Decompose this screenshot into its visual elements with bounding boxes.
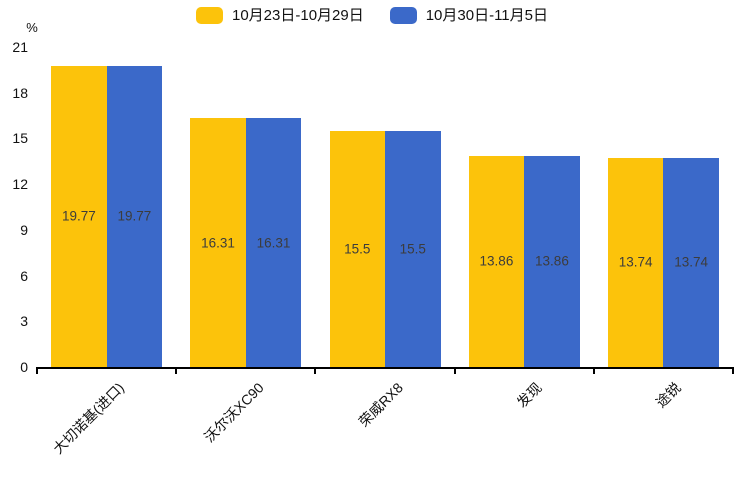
bar-value-label: 15.5 <box>344 241 371 257</box>
y-tick-label-21: 21 <box>12 39 28 55</box>
x-axis-tick <box>453 367 456 374</box>
x-category-label: 荣威RX8 <box>355 379 406 430</box>
bar-value-label: 13.86 <box>479 253 514 269</box>
bar-series2-沃尔沃XC90 <box>245 118 302 367</box>
bar-series1-沃尔沃XC90 <box>190 118 246 367</box>
x-axis-tick <box>592 367 595 374</box>
x-category-label: 发现 <box>513 379 545 411</box>
x-axis-tick <box>314 367 317 374</box>
bar-series2-途锐 <box>663 157 719 367</box>
y-tick-label-0: 0 <box>20 359 28 375</box>
x-axis-line <box>37 367 733 369</box>
bar-value-label: 13.86 <box>535 253 569 269</box>
bar-value-label: 19.77 <box>117 208 152 224</box>
bar-series2-大切诺基(进口) <box>106 65 163 367</box>
legend-swatch-week2 <box>389 7 417 24</box>
bar-series1-途锐 <box>607 157 664 367</box>
bar-series2-发现 <box>524 155 580 367</box>
x-axis-tick <box>36 367 38 374</box>
x-category-label: 沃尔沃XC90 <box>200 379 267 446</box>
legend: 10月23日-10月29日 10月30日-11月5日 <box>0 7 744 24</box>
y-tick-label-9: 9 <box>20 221 28 238</box>
bar-value-label: 13.74 <box>674 254 709 270</box>
y-tick-label-12: 12 <box>12 176 28 193</box>
legend-item-week1[interactable]: 10月23日-10月29日 <box>195 7 364 24</box>
x-category-label: 大切诺基(进口) <box>50 379 128 457</box>
y-tick-label-6: 6 <box>20 267 28 284</box>
y-tick-label-3: 3 <box>20 313 28 330</box>
x-axis-tick <box>175 367 178 374</box>
bar-value-label: 16.31 <box>256 235 291 251</box>
x-category-label: 途锐 <box>653 379 685 411</box>
bar-value-label: 15.5 <box>399 241 426 257</box>
bar-series1-发现 <box>468 155 525 367</box>
bar-series2-荣威RX8 <box>385 130 441 367</box>
legend-item-week2[interactable]: 10月30日-11月5日 <box>389 7 548 24</box>
x-axis-tick <box>732 367 734 374</box>
legend-label-week2: 10月30日-11月5日 <box>425 7 548 24</box>
bar-value-label: 16.31 <box>201 235 235 251</box>
bar-series1-荣威RX8 <box>329 130 385 367</box>
bar-value-label: 13.74 <box>618 254 653 270</box>
y-tick-label-18: 18 <box>12 84 28 101</box>
legend-label-week1: 10月23日-10月29日 <box>231 7 364 24</box>
legend-swatch-week1 <box>195 7 223 24</box>
bar-value-label: 19.77 <box>61 208 96 224</box>
y-axis-unit-label: % <box>26 20 38 35</box>
bar-series1-大切诺基(进口) <box>51 65 107 367</box>
y-tick-label-15: 15 <box>12 130 28 147</box>
